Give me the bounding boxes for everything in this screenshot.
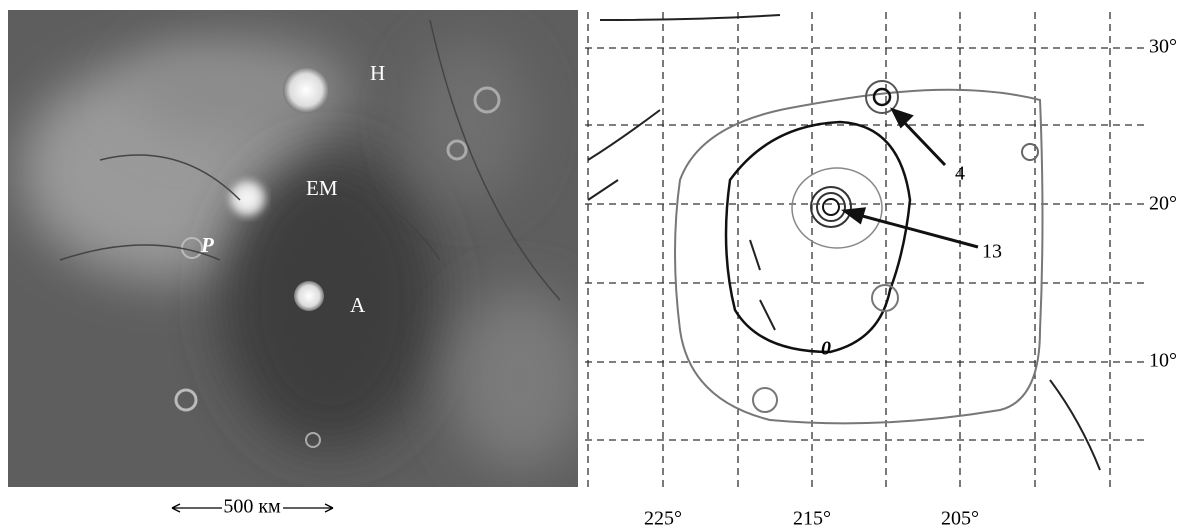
feature-label: A xyxy=(350,293,366,317)
figure: H EM P A 500 км 4 13 0 30° 20° xyxy=(0,0,1199,532)
longitude-tick: 215° xyxy=(793,508,831,530)
feature-label: EM xyxy=(306,176,338,200)
latitude-tick: 20° xyxy=(1149,193,1177,215)
surface-image xyxy=(8,10,590,487)
feature-label: H xyxy=(370,61,385,85)
longitude-tick: 205° xyxy=(941,508,979,530)
latitude-tick: 30° xyxy=(1149,36,1177,58)
contours xyxy=(588,15,1100,470)
scale-label: 500 км xyxy=(223,496,281,518)
grid xyxy=(585,12,1145,490)
longitude-tick: 225° xyxy=(644,508,682,530)
latitude-tick: 10° xyxy=(1149,350,1177,372)
contour-label: 13 xyxy=(982,241,1002,263)
feature-label: P xyxy=(200,233,214,257)
contour-label: 0 xyxy=(821,338,831,360)
contour-label: 4 xyxy=(955,163,965,185)
